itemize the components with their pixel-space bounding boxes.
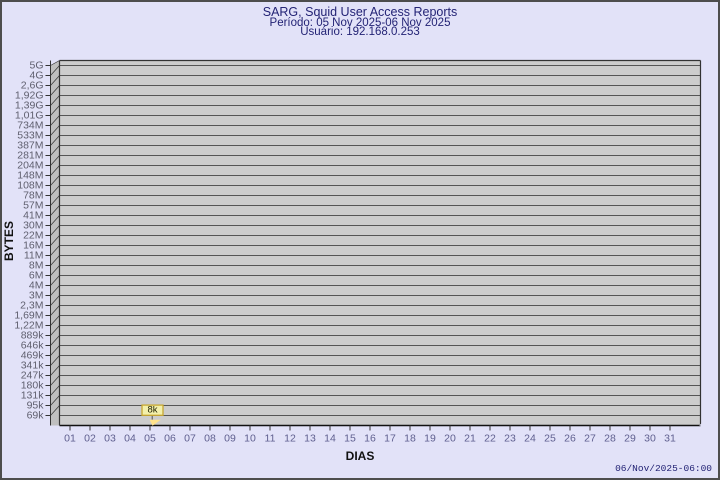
svg-text:11: 11 <box>265 433 276 445</box>
svg-text:17: 17 <box>384 433 396 445</box>
svg-text:21: 21 <box>464 433 476 445</box>
svg-text:69k: 69k <box>27 410 45 422</box>
svg-text:25: 25 <box>544 433 556 445</box>
svg-text:02: 02 <box>84 433 96 445</box>
svg-text:12: 12 <box>284 433 296 445</box>
svg-text:07: 07 <box>184 433 196 445</box>
svg-text:29: 29 <box>624 433 636 445</box>
svg-text:8k: 8k <box>147 405 157 416</box>
svg-text:16: 16 <box>364 433 376 445</box>
svg-text:18: 18 <box>404 433 416 445</box>
svg-text:05: 05 <box>144 433 156 445</box>
svg-text:10: 10 <box>244 433 256 445</box>
svg-text:20: 20 <box>444 433 456 445</box>
svg-text:22: 22 <box>484 433 496 445</box>
svg-text:08: 08 <box>204 433 216 445</box>
svg-text:04: 04 <box>124 433 136 445</box>
svg-text:14: 14 <box>324 433 336 445</box>
svg-text:30: 30 <box>644 433 656 445</box>
svg-text:19: 19 <box>424 433 436 445</box>
svg-text:27: 27 <box>584 433 596 445</box>
svg-text:01: 01 <box>64 433 76 445</box>
svg-text:26: 26 <box>564 433 576 445</box>
svg-text:28: 28 <box>604 433 616 445</box>
svg-text:06: 06 <box>164 433 176 445</box>
svg-text:09: 09 <box>224 433 236 445</box>
svg-text:03: 03 <box>104 433 116 445</box>
svg-text:23: 23 <box>504 433 516 445</box>
svg-text:15: 15 <box>344 433 356 445</box>
svg-text:13: 13 <box>304 433 316 445</box>
svg-text:24: 24 <box>524 433 536 445</box>
svg-text:31: 31 <box>664 433 676 445</box>
